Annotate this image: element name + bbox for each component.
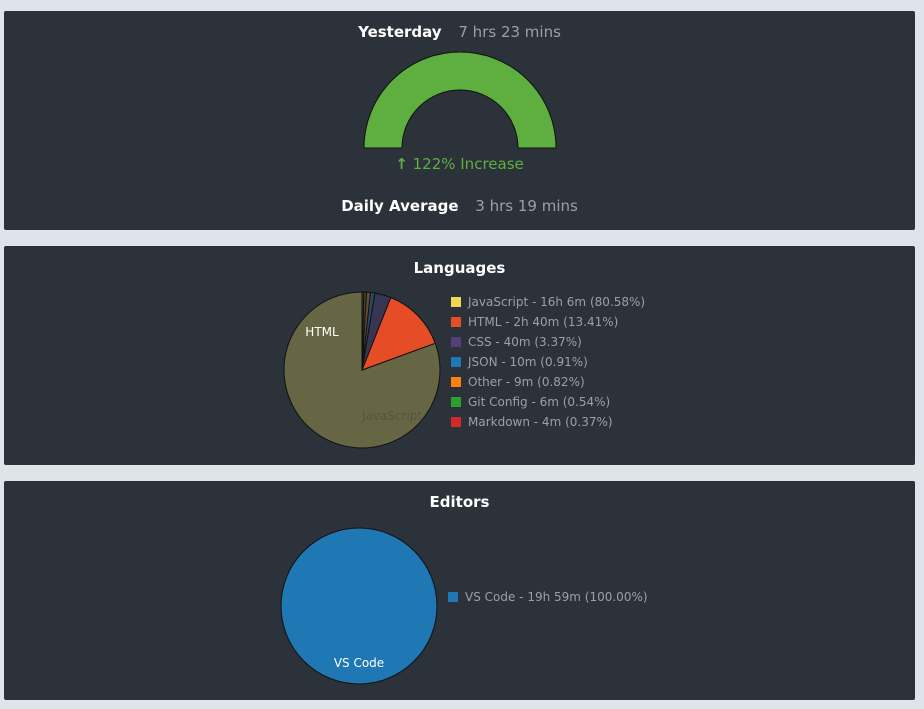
legend-item: VS Code - 19h 59m (100.00%) bbox=[448, 587, 648, 607]
legend-item: JavaScript - 16h 6m (80.58%) bbox=[451, 292, 645, 312]
arrow-up-icon: ↑ bbox=[395, 155, 408, 173]
pie-slice-html[interactable] bbox=[361, 296, 436, 371]
yesterday-card: Yesterday 7 hrs 23 mins ↑ 122% Increase … bbox=[4, 11, 915, 230]
yesterday-value: 7 hrs 23 mins bbox=[458, 23, 561, 41]
legend-swatch bbox=[451, 317, 461, 327]
legend-label: JavaScript - 16h 6m (80.58%) bbox=[468, 295, 646, 309]
legend-label: HTML - 2h 40m (13.41%) bbox=[468, 315, 619, 329]
legend-label: VS Code - 19h 59m (100.00%) bbox=[465, 590, 648, 604]
slice-label-html: HTML bbox=[305, 325, 339, 339]
legend-item: JSON - 10m (0.91%) bbox=[451, 352, 645, 372]
legend-swatch bbox=[451, 377, 461, 387]
pie-slice-markdown[interactable] bbox=[361, 291, 365, 371]
editors-card: Editors VS Code VS Code - 19h 59m (100.0… bbox=[4, 481, 915, 700]
languages-card: Languages JavaScript HTML JavaScript - 16… bbox=[4, 246, 915, 465]
languages-legend: JavaScript - 16h 6m (80.58%) HTML - 2h 40… bbox=[451, 292, 645, 432]
yesterday-gauge bbox=[363, 51, 557, 149]
editors-pie-chart: VS Code bbox=[280, 527, 438, 685]
legend-swatch bbox=[451, 357, 461, 367]
editors-legend: VS Code - 19h 59m (100.00%) bbox=[448, 587, 648, 607]
change-row: ↑ 122% Increase bbox=[4, 155, 915, 173]
legend-swatch bbox=[451, 397, 461, 407]
legend-swatch bbox=[451, 417, 461, 427]
pie-slice-vs-code[interactable] bbox=[280, 527, 438, 685]
change-text: 122% Increase bbox=[412, 155, 524, 173]
legend-label: JSON - 10m (0.91%) bbox=[468, 355, 588, 369]
legend-swatch bbox=[451, 297, 461, 307]
yesterday-label: Yesterday bbox=[358, 23, 442, 41]
gauge-arc bbox=[363, 51, 557, 149]
legend-label: Other - 9m (0.82%) bbox=[468, 375, 585, 389]
yesterday-row: Yesterday 7 hrs 23 mins bbox=[4, 23, 915, 41]
languages-pie-chart: JavaScript HTML bbox=[283, 291, 441, 449]
legend-item: CSS - 40m (3.37%) bbox=[451, 332, 645, 352]
legend-swatch bbox=[451, 337, 461, 347]
legend-item: HTML - 2h 40m (13.41%) bbox=[451, 312, 645, 332]
legend-item: Markdown - 4m (0.37%) bbox=[451, 412, 645, 432]
editors-title: Editors bbox=[429, 493, 490, 511]
legend-label: Markdown - 4m (0.37%) bbox=[468, 415, 613, 429]
legend-item: Git Config - 6m (0.54%) bbox=[451, 392, 645, 412]
legend-item: Other - 9m (0.82%) bbox=[451, 372, 645, 392]
legend-label: Git Config - 6m (0.54%) bbox=[468, 395, 611, 409]
slice-label-vs-code: VS Code bbox=[334, 656, 384, 670]
daily-average-value: 3 hrs 19 mins bbox=[475, 197, 578, 215]
slice-label-javascript: JavaScript bbox=[361, 409, 422, 423]
legend-swatch bbox=[448, 592, 458, 602]
legend-label: CSS - 40m (3.37%) bbox=[468, 335, 582, 349]
daily-average-row: Daily Average 3 hrs 19 mins bbox=[4, 197, 915, 215]
languages-title: Languages bbox=[413, 259, 506, 277]
daily-average-label: Daily Average bbox=[341, 197, 459, 215]
